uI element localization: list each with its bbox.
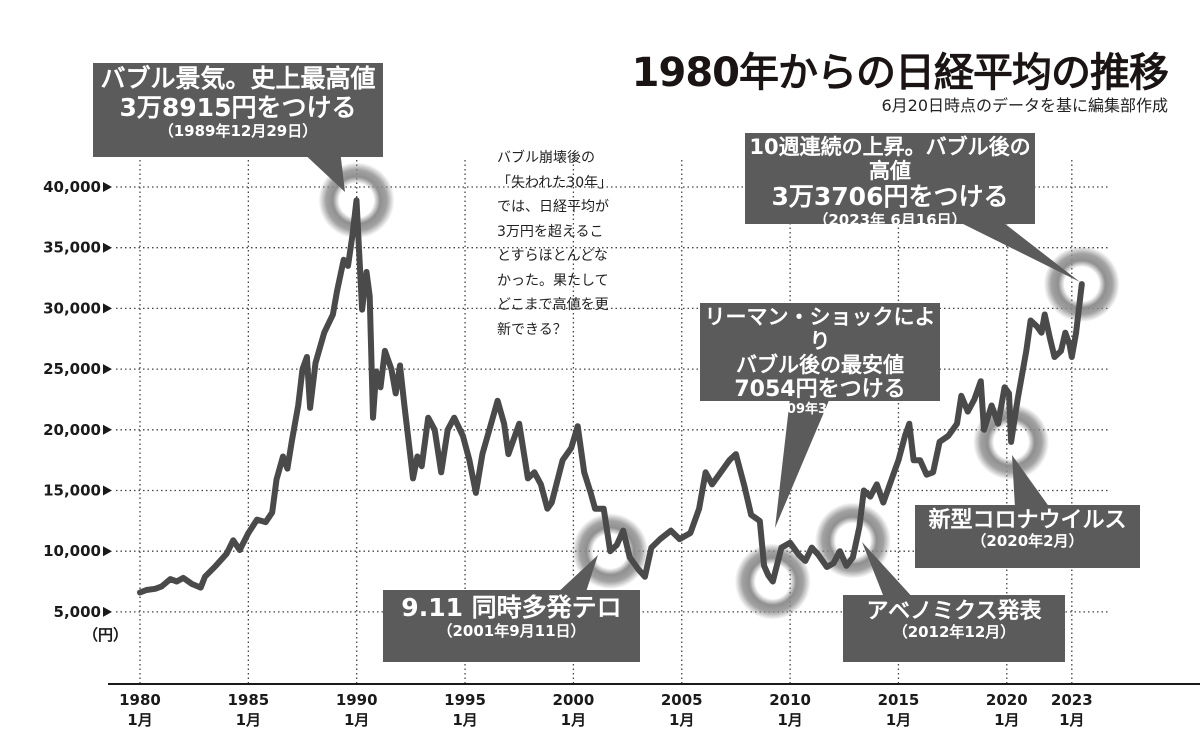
nikkei-series-line: [137, 197, 1085, 596]
x-tick-year: 1990: [336, 691, 378, 709]
callout-corona-line1: 新型コロナウイルス: [928, 508, 1127, 533]
callout-2023-line1: 10週連続の上昇。バブル後の高値: [749, 135, 1031, 184]
y-tick-label: 15,000: [43, 482, 101, 500]
callout-pointers: [300, 150, 1080, 600]
note-line: 「失われた30年」: [497, 174, 613, 191]
y-tick-arrow: [103, 364, 112, 375]
y-tick-arrow: [103, 242, 112, 253]
x-tick-month: 1月: [669, 711, 694, 729]
x-tick-year: 1995: [444, 691, 486, 709]
callout-abenomics-line1: アベノミクス発表: [866, 599, 1042, 624]
y-axis: 40,000 35,000 30,000 25,000 20,000 15,000 10,0…: [43, 178, 112, 621]
callout-abenomics-date: （2012年12月）: [892, 623, 1016, 642]
note-line: どこまで高値を更: [497, 297, 609, 313]
x-tick-month: 1月: [1059, 711, 1084, 729]
x-tick-month: 1月: [236, 711, 261, 729]
pointer-corona: [1012, 455, 1050, 508]
callout-lehman-date: （2009年3月10日）: [755, 401, 885, 417]
pointer-911: [555, 555, 598, 595]
y-tick-label: 20,000: [43, 421, 101, 439]
y-tick-arrow: [103, 606, 112, 617]
pointer-lehman: [775, 398, 830, 528]
callout-1989-line1: バブル景気。史上最高値: [100, 64, 376, 93]
x-tick-month: 1月: [127, 711, 152, 729]
lost-decades-note: バブル崩壊後の 「失われた30年」 では、日経平均が 3万円を超えるこ とすらほ…: [497, 146, 613, 342]
callout-1989-line2: 3万8915円をつける: [119, 92, 357, 122]
y-tick-arrow: [103, 424, 112, 435]
chart-title: 1980年からの日経平均の推移: [631, 50, 1169, 96]
callout-2023-line2: 3万3706円をつける: [771, 182, 1009, 212]
chart-subtitle: 6月20日時点のデータを基に編集部作成: [881, 96, 1168, 115]
y-tick-label: 10,000: [43, 542, 101, 560]
x-tick-year: 1980: [119, 691, 161, 709]
pointer-abenomics: [862, 542, 915, 600]
x-axis: 1980 1月 1985 1月 1990 1月 1995 1月 2000 1月 2005 1月 2010…: [108, 683, 1200, 729]
callout-lehman-line2: バブル後の最安値: [736, 353, 904, 378]
y-tick-label: 35,000: [43, 239, 101, 257]
callout-lehman: リーマン・ショックにより バブル後の最安値 7054円をつける （2009年3月…: [700, 303, 940, 417]
callout-911: 9.11 同時多発テロ （2001年9月11日）: [383, 590, 640, 662]
x-tick-year: 2000: [553, 691, 595, 709]
x-tick-month: 1月: [886, 711, 911, 729]
note-line: 3万円を超えるこ: [497, 223, 604, 240]
y-tick-arrow: [103, 303, 112, 314]
x-tick-year: 2010: [769, 691, 811, 709]
note-line: とすらほとんどな: [497, 248, 608, 264]
callout-abenomics: アベノミクス発表 （2012年12月）: [843, 595, 1065, 662]
callout-911-line1: 9.11 同時多発テロ: [401, 593, 622, 622]
x-tick-year: 1985: [227, 691, 269, 709]
y-tick-label: 25,000: [43, 360, 101, 378]
callout-corona: 新型コロナウイルス （2020年2月）: [915, 505, 1140, 568]
y-tick-arrow: [103, 485, 112, 496]
y-tick-label: 40,000: [43, 178, 101, 196]
pointer-1989: [300, 150, 345, 192]
x-tick-year: 2015: [878, 691, 920, 709]
callout-lehman-line1: リーマン・ショックにより: [704, 305, 936, 354]
x-tick-year: 2020: [986, 691, 1028, 709]
callout-2023-date: （2023年 6月16日）: [813, 211, 967, 230]
callout-1989-date: （1989年12月29日）: [158, 121, 318, 140]
callout-2023-high: 10週連続の上昇。バブル後の高値 3万3706円をつける （2023年 6月16…: [745, 133, 1035, 229]
note-line: 新できる？: [497, 321, 567, 338]
x-tick-year: 2023: [1051, 691, 1093, 709]
y-tick-label: 30,000: [43, 299, 101, 317]
note-line: では、日経平均が: [497, 199, 609, 215]
x-tick-month: 1月: [452, 711, 477, 729]
note-line: バブル崩壊後の: [497, 150, 595, 166]
note-line: かった。果たして: [497, 272, 609, 289]
x-tick-month: 1月: [344, 711, 369, 729]
callout-corona-date: （2020年2月）: [971, 532, 1084, 551]
x-tick-year: 2005: [661, 691, 703, 709]
y-tick-label: 5,000: [54, 603, 101, 621]
callout-1989-peak: バブル景気。史上最高値 3万8915円をつける （1989年12月29日）: [93, 63, 383, 157]
x-tick-month: 1月: [994, 711, 1019, 729]
y-tick-arrow: [103, 546, 112, 557]
y-tick-arrow: [103, 182, 112, 192]
x-tick-month: 1月: [777, 711, 802, 729]
pointer-2023: [955, 220, 1080, 282]
x-tick-month: 1月: [561, 711, 586, 729]
y-unit-label: （円）: [83, 626, 128, 644]
callout-911-date: （2001年9月11日）: [437, 621, 586, 640]
callout-lehman-line3: 7054円をつける: [734, 377, 906, 403]
